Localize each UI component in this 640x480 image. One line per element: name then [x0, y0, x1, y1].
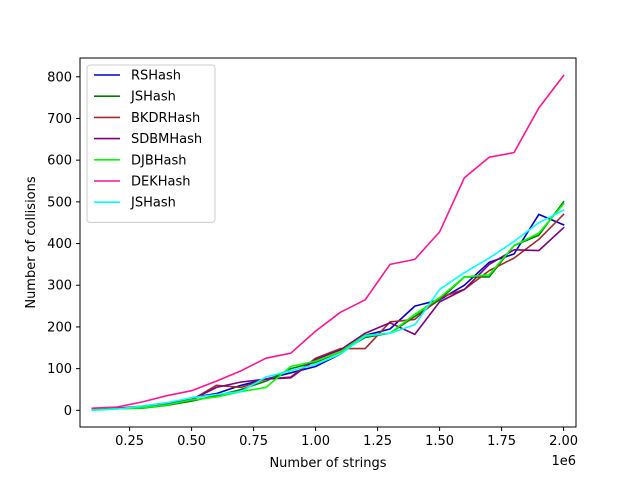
plot-frame	[79, 57, 577, 428]
y-tick-label: 300	[47, 279, 72, 294]
legend-label: RSHash	[131, 69, 181, 84]
x-tick-label: 0.25	[115, 434, 144, 449]
legend-label: JSHash	[130, 196, 176, 211]
x-tick-label: 0.50	[177, 434, 206, 449]
x-tick-label: 1.75	[487, 434, 516, 449]
y-tick-label: 800	[47, 70, 72, 85]
x-tick-label: 1.25	[363, 434, 392, 449]
y-tick-label: 500	[47, 195, 72, 210]
y-tick-label: 700	[47, 112, 72, 127]
y-tick-label: 200	[47, 320, 72, 335]
x-axis: 0.25 0.50 0.75 1.00 1.25 1.50 1.75 2.00	[115, 427, 578, 449]
legend-label: SDBMHash	[131, 132, 202, 147]
y-axis-label: Number of collisions	[24, 176, 39, 309]
x-tick-label: 2.00	[549, 434, 578, 449]
y-tick-label: 100	[47, 362, 72, 377]
legend-box	[86, 64, 216, 223]
series-line-djbhash-4	[91, 202, 565, 411]
legend-label: DJBHash	[131, 153, 187, 168]
x-tick-label: 0.75	[239, 434, 268, 449]
legend-label: JSHash	[130, 90, 176, 105]
y-axis: 0 100 200 300 400 500 600 700 800	[47, 70, 80, 419]
series-line-jshash-6	[91, 209, 565, 412]
series-line-dekhash-5	[91, 74, 565, 410]
legend-label: DEKHash	[131, 175, 191, 190]
x-tick-label: 1.00	[301, 434, 330, 449]
y-tick-label: 0	[64, 404, 72, 419]
y-tick-label: 600	[47, 154, 72, 169]
y-tick-label: 400	[47, 237, 72, 252]
plot-lines	[91, 74, 565, 412]
legend-label: BKDRHash	[131, 111, 200, 126]
x-axis-offset-label: 1e6	[551, 454, 576, 469]
x-tick-label: 1.50	[425, 434, 454, 449]
legend: RSHash JSHash BKDRHash SDBMHash DJBHash DEKHa…	[86, 64, 216, 223]
x-axis-label: Number of strings	[269, 456, 386, 471]
